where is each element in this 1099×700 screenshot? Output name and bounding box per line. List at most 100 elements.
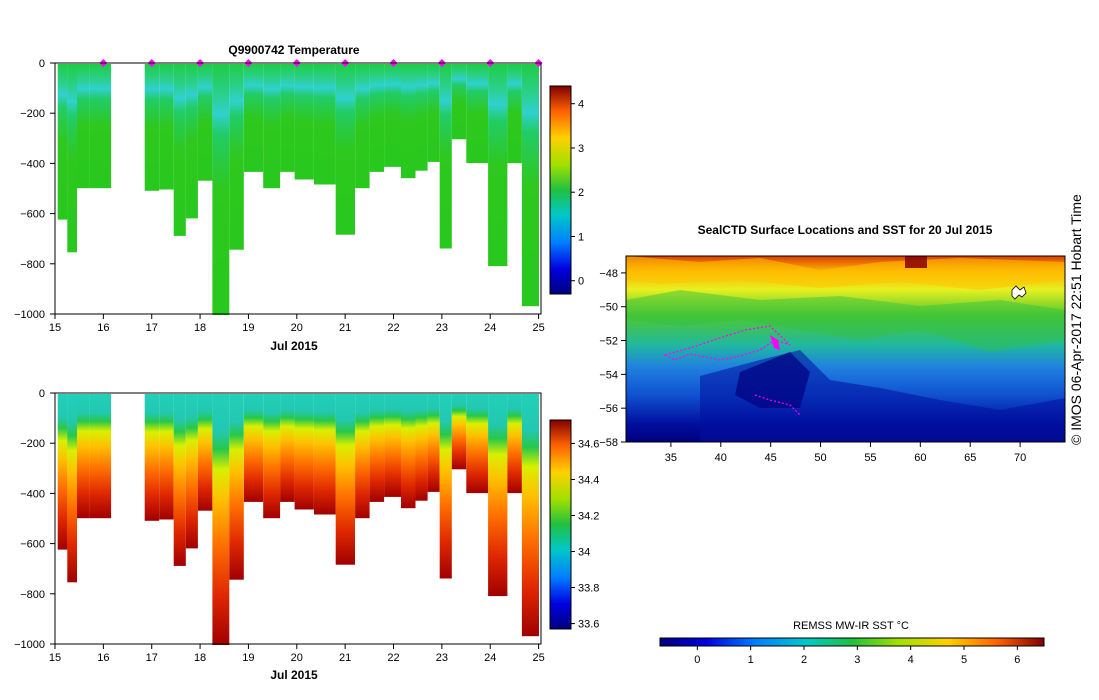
map-frame [625,255,1066,443]
colorbar-tick-label: 34.2 [578,510,599,522]
profile-bar [197,394,213,511]
temperature-axes: 15 16 17 18 19 20 21 22 23 24 25 0 −200 −400 −600 −800 −… [14,58,545,334]
profile-bar [67,64,77,253]
profile-bar [197,64,213,181]
x-tick-label: 24 [484,652,496,664]
x-tick-label: 17 [146,652,158,664]
profile-bar [280,64,295,172]
profile-bar [427,394,440,492]
sst-colorbar-ticks: 0 1 2 3 4 5 6 [694,646,1020,666]
profile-bar [415,64,428,171]
x-tick-label: 20 [291,322,303,334]
profile-bar [427,64,440,162]
sst-colorbar-tick-label: 0 [694,654,700,666]
profile-bar [439,64,452,249]
profile-bar [355,64,370,189]
profile-bar [77,394,90,519]
profile-bar [451,394,467,470]
map-x-tick-label: 35 [665,452,677,464]
x-tick-label: 19 [242,322,254,334]
salinity-colorbar [549,419,572,630]
salinity-x-label: Jul 2015 [270,668,318,682]
profile-bar [521,64,539,307]
x-tick-label: 22 [387,652,399,664]
x-tick-label: 25 [532,652,544,664]
temperature-profiles [57,59,543,315]
profile-bar [212,64,230,315]
profile-bar [384,394,401,497]
profile-bar [507,64,522,164]
y-tick-label: −200 [20,108,45,120]
y-tick-label: −800 [20,589,45,601]
profile-bar [488,394,508,597]
profile-bar [314,394,336,515]
profile-bar [229,64,244,250]
sst-colorbar-tick-label: 4 [908,654,914,666]
credit-text: © IMOS 06-Apr-2017 22:51 Hobart Time [1068,194,1084,445]
profile-bar [243,394,264,502]
profile-bar [229,394,244,580]
profile-bar [263,64,281,189]
profile-bar [401,394,416,509]
profile-bar [144,64,160,191]
y-tick-label: −400 [20,488,45,500]
x-tick-label: 16 [97,652,109,664]
colorbar-tick-label: 33.8 [578,583,599,595]
profile-bar [507,394,522,494]
salinity-axes: 15 16 17 18 19 20 21 22 23 24 25 0 −200 −400 −600 −800 −… [14,388,545,664]
x-tick-label: 22 [387,322,399,334]
profile-bar [280,394,295,502]
map-y-tick-label: −54 [599,369,618,381]
profile-bar [401,64,416,179]
colorbar-tick-label: 2 [578,187,584,199]
profile-bar [263,394,281,519]
map-y-tick-label: −52 [599,336,618,348]
y-tick-label: −600 [20,539,45,551]
seal-track [663,325,791,361]
map-x-tick-label: 50 [814,452,826,464]
map-y-tick-label: −48 [599,268,618,280]
profile-bar [369,394,385,502]
profile-bar [57,394,68,550]
y-tick-label: −800 [20,259,45,271]
profile-bar [294,64,314,180]
profile-bar [77,64,90,189]
profile-bar [335,64,355,235]
profile-bar [335,394,355,565]
profile-bar [314,64,336,185]
profile-bar [89,394,112,519]
seal-surface-locations [770,335,780,350]
temperature-x-label: Jul 2015 [270,339,318,353]
sst-map [626,256,1065,442]
profile-bar [466,64,489,164]
warm-water-band [626,256,1065,290]
map-axes: 35 40 45 50 55 60 65 70 −48 −50 −52 −54 −56 −58 [599,268,1026,464]
map-x-tick-label: 65 [964,452,976,464]
profile-bar [159,64,174,190]
profile-bar [173,394,186,566]
profile-bar [89,64,112,189]
hot-spot [905,256,927,268]
x-tick-label: 16 [97,322,109,334]
sst-colorbar-tick-label: 6 [1014,654,1020,666]
profile-bar [243,64,264,172]
profile-bar [185,394,198,549]
x-tick-label: 21 [339,652,351,664]
profile-bar [451,64,467,140]
y-tick-label: −200 [20,438,45,450]
x-tick-label: 25 [532,322,544,334]
profile-bar [384,64,401,167]
sst-colorbar [659,637,1045,647]
x-tick-label: 20 [291,652,303,664]
temperature-colorbar-ticks: 0 1 2 3 4 [571,99,584,288]
profile-bar [294,394,314,510]
profile-bar [159,394,174,520]
cold-core [735,352,810,408]
temperature-chart-title: Q9900742 Temperature [228,43,360,57]
salinity-plot-frame [54,392,542,645]
mid-water-band [626,290,1065,352]
profile-bar [212,394,230,645]
colorbar-tick-label: 1 [578,231,584,243]
sst-colorbar-tick-label: 1 [748,654,754,666]
profile-bar [415,394,428,501]
